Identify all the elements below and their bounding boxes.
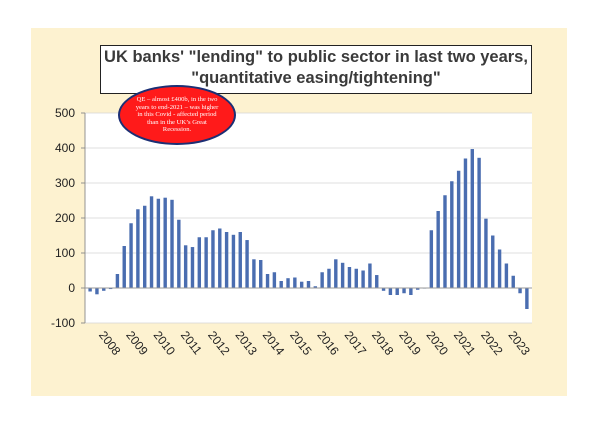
bar	[354, 268, 358, 288]
bar	[108, 288, 113, 290]
bar	[218, 228, 222, 288]
bar	[463, 158, 468, 288]
bar	[183, 245, 188, 288]
bar	[429, 230, 434, 288]
x-tick-label: 2009	[123, 328, 151, 358]
bar	[299, 281, 304, 288]
x-tick-label: 2021	[451, 328, 479, 358]
bar	[395, 288, 399, 295]
bar	[265, 274, 270, 288]
bar	[518, 288, 522, 294]
x-tick-label: 2022	[478, 328, 506, 358]
bar	[450, 181, 454, 288]
y-tick-label: -100	[51, 316, 75, 330]
bar	[443, 195, 447, 288]
bar	[293, 277, 297, 288]
bar	[231, 234, 236, 288]
chart-title-line-2: "quantitative easing/tightening"	[191, 69, 441, 87]
bar	[415, 288, 420, 290]
x-tick-label: 2018	[369, 328, 397, 358]
bar	[409, 288, 413, 295]
y-tick-label: 300	[55, 176, 75, 190]
bar	[259, 260, 263, 288]
x-tick-label: 2019	[396, 328, 424, 358]
bar	[470, 149, 474, 288]
annotation-callout: QE – almost £400b, in the two years to e…	[118, 85, 236, 145]
bar	[95, 288, 99, 295]
y-tick-label: 400	[55, 141, 75, 155]
bar	[163, 197, 167, 288]
bar	[525, 288, 529, 309]
bar	[204, 237, 208, 288]
bar	[402, 288, 406, 294]
bar	[197, 237, 202, 288]
x-tick-label: 2014	[260, 328, 288, 358]
bar	[320, 272, 324, 288]
y-tick-labels: -100 0 100 200 300 400 500	[51, 106, 75, 330]
bar	[381, 288, 386, 291]
bars	[88, 149, 529, 309]
bar	[347, 267, 352, 288]
bar	[286, 278, 290, 288]
bar	[245, 240, 249, 288]
bar	[177, 219, 181, 288]
x-tick-label: 2017	[342, 328, 370, 358]
axes	[81, 112, 532, 324]
annotation-text: QE – almost £400b, in the two years to e…	[135, 96, 219, 134]
chart-title-line-1: UK banks' "lending" to public sector in …	[104, 48, 528, 66]
bar	[456, 170, 461, 288]
bar	[224, 232, 229, 288]
bar	[122, 246, 126, 288]
bar	[334, 259, 338, 288]
bar	[497, 249, 502, 288]
bar	[511, 275, 515, 288]
bar	[129, 223, 133, 288]
x-tick-label: 2010	[151, 328, 179, 358]
x-tick-label: 2020	[424, 328, 452, 358]
bar	[388, 288, 393, 295]
bar	[272, 272, 277, 288]
x-tick-label: 2012	[205, 328, 233, 358]
bar	[504, 263, 509, 288]
bar	[436, 211, 440, 288]
bar	[313, 286, 318, 288]
bar	[368, 263, 372, 288]
bar	[484, 218, 488, 288]
x-tick-label: 2011	[178, 328, 205, 357]
bar	[156, 198, 161, 288]
bar	[375, 275, 379, 288]
bar	[190, 247, 195, 288]
y-tick-label: 200	[55, 211, 75, 225]
bar	[340, 262, 345, 288]
x-tick-label: 2016	[314, 328, 342, 358]
y-tick-label: 0	[68, 281, 75, 295]
bar	[306, 281, 311, 288]
bar	[238, 232, 242, 288]
bar	[279, 281, 283, 288]
bar	[170, 199, 174, 288]
x-tick-label: 2008	[96, 328, 124, 358]
y-tick-label: 100	[55, 246, 75, 260]
x-tick-label: 2013	[232, 328, 260, 358]
bar	[115, 274, 120, 288]
bar	[361, 270, 365, 288]
bar	[211, 230, 215, 288]
bar	[491, 235, 495, 288]
bar	[136, 209, 140, 288]
bar	[327, 268, 331, 288]
x-tick-label: 2023	[505, 328, 533, 358]
bar	[252, 259, 256, 288]
bar	[477, 157, 481, 288]
bar	[149, 196, 154, 288]
bar	[143, 205, 147, 288]
x-tick-labels: 2008 2009 2010 2011 2012 2013 2014 2015 2016 2017…	[96, 328, 533, 358]
x-tick-label: 2015	[287, 328, 315, 358]
y-tick-label: 500	[55, 106, 75, 120]
bar	[102, 288, 106, 291]
bar	[88, 288, 92, 292]
